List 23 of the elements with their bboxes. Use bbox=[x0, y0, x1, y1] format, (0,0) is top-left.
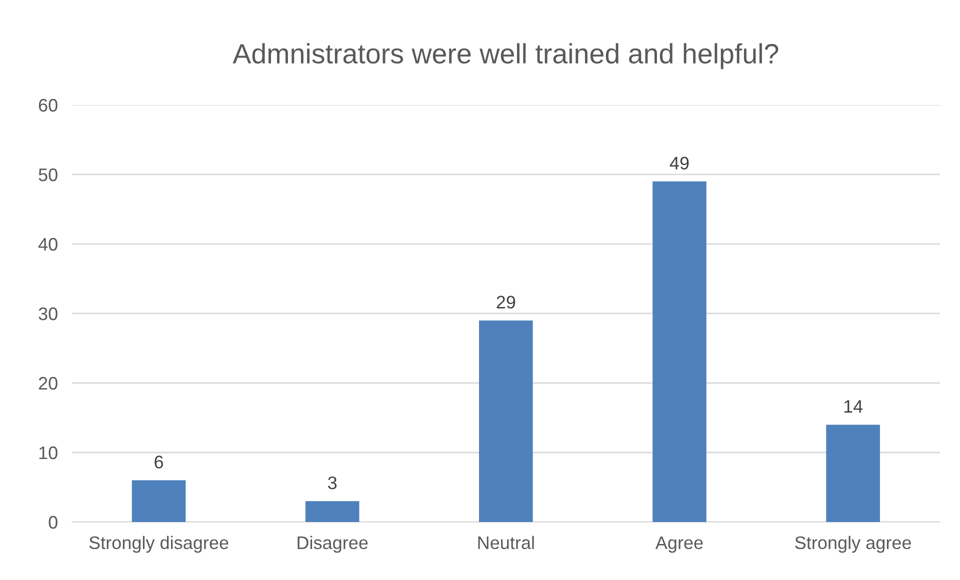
bar bbox=[305, 501, 360, 522]
bar bbox=[479, 320, 533, 522]
data-label: 29 bbox=[496, 296, 516, 309]
y-tick-label: 50 bbox=[38, 168, 58, 182]
chart-title: Admnistrators were well trained and helpful? bbox=[232, 43, 778, 70]
y-tick-label: 40 bbox=[38, 238, 58, 251]
y-tick-label: 10 bbox=[39, 446, 58, 460]
x-tick-label: Agree bbox=[655, 536, 703, 553]
data-label: 3 bbox=[328, 476, 337, 490]
data-label: 49 bbox=[670, 156, 689, 170]
x-tick-label: Strongly agree bbox=[795, 536, 911, 553]
bar bbox=[826, 424, 880, 522]
bar bbox=[132, 480, 186, 522]
x-tick-label: Strongly disagree bbox=[89, 536, 228, 553]
data-label: 6 bbox=[154, 456, 164, 468]
y-tick-label: 20 bbox=[38, 376, 58, 390]
y-tick-label: 30 bbox=[38, 307, 58, 320]
y-tick-label: 60 bbox=[38, 98, 58, 112]
x-tick-label: Neutral bbox=[478, 536, 534, 550]
bar bbox=[652, 181, 706, 522]
x-tick-label: Disagree bbox=[298, 536, 368, 553]
y-tick-label: 0 bbox=[48, 516, 58, 529]
data-label: 14 bbox=[844, 400, 863, 413]
